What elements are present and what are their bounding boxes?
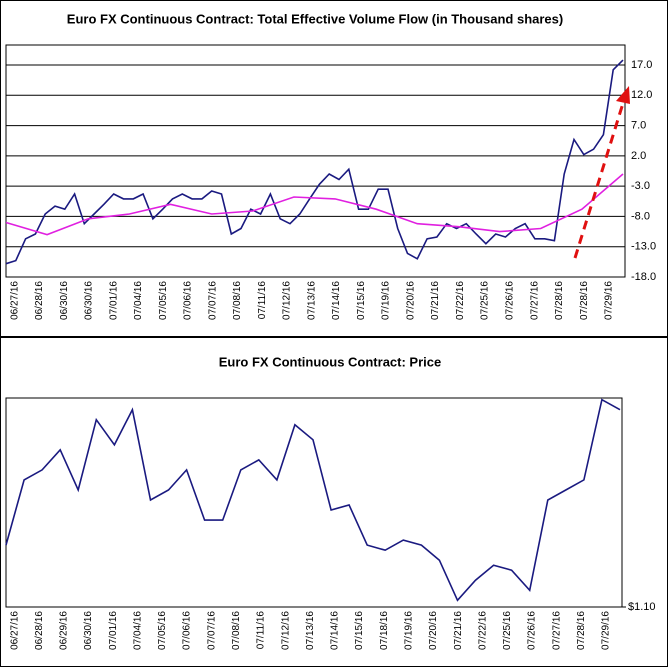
panel-frame xyxy=(0,337,668,667)
y-tick-label: $1.10 xyxy=(628,601,656,613)
x-tick-label: 07/01/16 xyxy=(108,281,119,320)
x-tick-label: 07/06/16 xyxy=(182,611,193,650)
chart-title: Euro FX Continuous Contract: Price xyxy=(219,354,441,369)
x-tick-label: 07/12/16 xyxy=(282,281,293,320)
x-tick-label: 07/27/16 xyxy=(529,281,540,320)
x-tick-label: 06/27/16 xyxy=(9,281,20,320)
x-tick-label: 07/25/16 xyxy=(502,611,513,650)
x-tick-label: 07/21/16 xyxy=(430,281,441,320)
data-line xyxy=(5,398,621,602)
x-tick-label: 07/11/16 xyxy=(256,611,267,650)
x-tick-label: 07/04/16 xyxy=(133,281,144,320)
y-tick-label: -13.0 xyxy=(631,241,656,253)
x-tick-label: 07/13/16 xyxy=(305,611,316,650)
chart-title: Euro FX Continuous Contract: Total Effec… xyxy=(67,11,563,26)
y-tick-label: 7.0 xyxy=(631,119,646,131)
x-tick-label: 07/19/16 xyxy=(381,281,392,320)
x-tick-label: 07/01/16 xyxy=(108,611,119,650)
x-tick-label: 07/27/16 xyxy=(551,611,562,650)
x-tick-label: 07/07/16 xyxy=(207,281,218,320)
x-tick-label: 07/08/16 xyxy=(232,281,243,320)
x-tick-label: 07/20/16 xyxy=(428,611,439,650)
x-tick-label: 07/19/16 xyxy=(404,611,415,650)
x-tick-label: 07/21/16 xyxy=(453,611,464,650)
x-tick-label: 06/27/16 xyxy=(9,611,20,650)
x-tick-label: 06/28/16 xyxy=(34,281,45,320)
x-tick-label: 07/28/16 xyxy=(576,611,587,650)
x-tick-label: 07/04/16 xyxy=(132,611,143,650)
x-tick-label: 07/14/16 xyxy=(331,281,342,320)
y-tick-label: 12.0 xyxy=(631,89,652,101)
panel-frame xyxy=(0,0,668,337)
x-tick-label: 07/14/16 xyxy=(330,611,341,650)
x-tick-label: 07/22/16 xyxy=(477,611,488,650)
x-tick-label: 07/08/16 xyxy=(231,611,242,650)
x-tick-label: 07/22/16 xyxy=(455,281,466,320)
x-tick-label: 07/05/16 xyxy=(158,281,169,320)
x-tick-label: 07/18/16 xyxy=(379,611,390,650)
x-tick-label: 07/05/16 xyxy=(157,611,168,650)
x-tick-label: 06/30/16 xyxy=(83,611,94,650)
x-tick-label: 07/29/16 xyxy=(604,281,615,320)
data-line xyxy=(5,173,624,236)
x-tick-label: 07/15/16 xyxy=(356,281,367,320)
trend-arrow xyxy=(573,99,626,259)
x-tick-label: 07/12/16 xyxy=(280,611,291,650)
data-line xyxy=(5,59,624,265)
x-tick-label: 07/11/16 xyxy=(257,281,268,320)
x-tick-label: 06/29/16 xyxy=(59,611,70,650)
x-tick-label: 07/26/16 xyxy=(505,281,516,320)
x-tick-label: 07/13/16 xyxy=(306,281,317,320)
y-tick-label: -8.0 xyxy=(631,210,650,222)
x-tick-label: 06/28/16 xyxy=(34,611,45,650)
x-tick-label: 07/28/16 xyxy=(554,281,565,320)
x-tick-label: 07/07/16 xyxy=(206,611,217,650)
x-tick-label: 07/15/16 xyxy=(354,611,365,650)
y-tick-label: 17.0 xyxy=(631,59,652,71)
x-tick-label: 06/30/16 xyxy=(59,281,70,320)
x-tick-label: 06/30/16 xyxy=(84,281,95,320)
plot-area xyxy=(5,397,623,608)
y-tick-label: 2.0 xyxy=(631,150,646,162)
plot-area xyxy=(5,44,626,278)
y-tick-label: -3.0 xyxy=(631,180,650,192)
trend-arrow-head xyxy=(616,86,630,104)
x-tick-label: 07/28/16 xyxy=(579,281,590,320)
x-tick-label: 07/29/16 xyxy=(601,611,612,650)
x-tick-label: 07/06/16 xyxy=(183,281,194,320)
x-tick-label: 07/26/16 xyxy=(527,611,538,650)
x-tick-label: 07/25/16 xyxy=(480,281,491,320)
y-tick-label: -18.0 xyxy=(631,271,656,283)
x-tick-label: 07/20/16 xyxy=(405,281,416,320)
